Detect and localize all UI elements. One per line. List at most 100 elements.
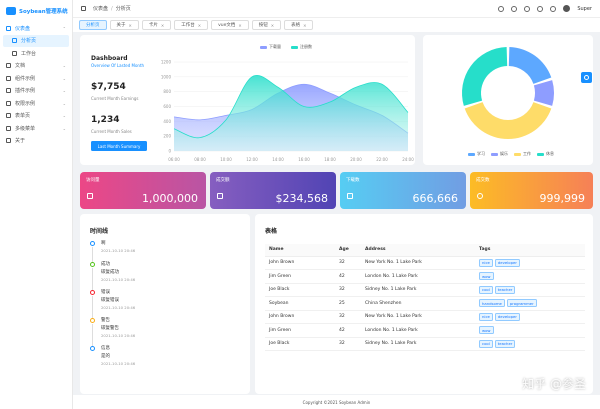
stat-value: $234,568	[275, 192, 329, 205]
close-icon[interactable]: ✕	[303, 22, 307, 28]
legend-item-study[interactable]: 学习	[468, 151, 485, 157]
legend-swatch	[291, 45, 298, 49]
x-tick-label: 08:00	[194, 157, 206, 162]
tab-card[interactable]: 卡片 ✕	[141, 20, 172, 30]
table-row[interactable]: Joe Black 32 Sidney No. 1 Lake Park cool tea…	[265, 337, 585, 351]
github-icon[interactable]	[511, 5, 518, 12]
legend-label: 工作	[523, 151, 531, 156]
tab-button[interactable]: 按钮 ✕	[251, 20, 282, 30]
dashboard-title: Dashboard	[91, 55, 128, 62]
close-icon[interactable]: ✕	[197, 22, 202, 28]
settings-icon[interactable]	[537, 5, 544, 12]
legend-item-work[interactable]: 工作	[514, 151, 531, 157]
table-row[interactable]: Joe Black 32 Sidney No. 1 Lake Park cool tea…	[265, 283, 585, 297]
avatar[interactable]	[563, 5, 571, 12]
breadcrumb-item[interactable]: 分析页	[115, 6, 131, 12]
sidebar-item-form[interactable]: 表单页 ⌄	[0, 110, 72, 123]
breadcrumb: 仪表盘 / 分析页	[81, 5, 131, 12]
tab-vue-doc[interactable]: vue文档 ✕	[211, 20, 249, 30]
app-logo[interactable]: Soybean管理系统	[0, 0, 72, 22]
search-icon[interactable]	[498, 5, 505, 12]
tag-badge: wow	[479, 326, 494, 335]
y-tick-label: 0	[168, 149, 171, 154]
tab-analysis[interactable]: 分析页	[79, 20, 107, 30]
analysis-icon	[12, 38, 17, 44]
theme-settings-button[interactable]	[581, 72, 592, 83]
legend-item-entertainment[interactable]: 娱乐	[491, 151, 508, 157]
table-cell-address: Sidney No. 1 Lake Park	[361, 337, 475, 351]
dashboard-subtitle: Overview Of Lasted Month	[91, 63, 145, 68]
chart-icon	[87, 193, 93, 199]
tab-about[interactable]: 关于 ✕	[109, 20, 139, 30]
sidebar-item-doc[interactable]: 文档 ⌄	[0, 60, 72, 73]
legend-item-rest[interactable]: 休息	[537, 151, 554, 157]
sidebar-item-component[interactable]: 组件示例 ⌄	[0, 72, 72, 85]
last-month-summary-button[interactable]: Last Month Summary	[91, 141, 147, 151]
legend-swatch	[491, 152, 498, 156]
column-header[interactable]: Name	[265, 244, 335, 257]
table-card: 表格 Name Age Address Tags John Brown 32 New…	[255, 214, 593, 394]
legend-item-registrations[interactable]: 注册数	[291, 44, 312, 50]
table-cell-age: 42	[335, 269, 361, 284]
chevron-down-icon: ⌄	[62, 113, 66, 119]
tag-badge: teacher	[494, 339, 516, 348]
username[interactable]: Super	[577, 5, 592, 12]
timeline-time: 2021-10-10 20:46	[101, 277, 136, 282]
tab-label: 分析页	[86, 23, 100, 28]
timeline-dot	[90, 346, 95, 351]
close-icon[interactable]: ✕	[128, 22, 132, 28]
sidebar-item-workbench[interactable]: 工作台	[0, 47, 72, 60]
sidebar-item-auth[interactable]: 权限示例 ⌄	[0, 97, 72, 110]
sidebar-item-about[interactable]: 关于	[0, 135, 72, 148]
timeline-subtext: 碳复警告	[101, 326, 119, 331]
table-cell-tags: nice developer	[475, 310, 585, 324]
column-header[interactable]: Address	[361, 244, 475, 257]
table-title: 表格	[265, 228, 278, 235]
sidebar-item-multi-menu[interactable]: 多级菜单 ⌄	[0, 122, 72, 135]
chevron-down-icon: ⌄	[62, 75, 66, 81]
sidebar-item-analysis[interactable]: 分析页	[3, 34, 69, 47]
column-header[interactable]: Tags	[475, 244, 585, 257]
theme-sun-icon[interactable]	[550, 5, 557, 12]
x-tick-label: 24:00	[402, 157, 414, 162]
tab-bar: 分析页 关于 ✕ 卡片 ✕ 工作台 ✕ vue文档 ✕ 按钮 ✕ 表格 ✕	[73, 17, 600, 32]
tab-label: 工作台	[181, 23, 195, 28]
about-icon	[6, 138, 11, 144]
data-table: Name Age Address Tags John Brown 32 New Yo…	[265, 244, 585, 351]
document-icon	[347, 193, 353, 199]
menu-fold-icon[interactable]	[81, 6, 86, 11]
fullscreen-icon[interactable]	[524, 5, 531, 12]
table-row[interactable]: John Brown 32 New York No. 1 Lake Park nice…	[265, 256, 585, 270]
timeline-time: 2021-10-10 20:46	[101, 305, 136, 310]
table-cell-name: Joe Black	[265, 283, 335, 297]
legend-item-downloads[interactable]: 下载量	[260, 44, 281, 50]
tab-label: vue文档	[218, 23, 236, 28]
close-icon[interactable]: ✕	[238, 22, 242, 28]
sidebar-item-dashboard[interactable]: 仪表盘 ⌃	[0, 22, 72, 35]
sidebar-item-plugin[interactable]: 插件示例 ⌄	[0, 85, 72, 98]
legend-label: 下载量	[269, 44, 281, 49]
table-cell-age: 42	[335, 323, 361, 338]
column-header[interactable]: Age	[335, 244, 361, 257]
y-tick-label: 800	[163, 89, 171, 94]
tag-badge: teacher	[494, 285, 516, 294]
timeline-line	[92, 324, 93, 348]
table-body: John Brown 32 New York No. 1 Lake Park nice…	[265, 256, 585, 351]
pie-slice-2	[464, 102, 552, 139]
table-row[interactable]: Jim Green 42 London No. 1 Lake Park wow	[265, 269, 585, 284]
series-line-registrations	[173, 75, 409, 139]
table-row[interactable]: Jim Green 42 London No. 1 Lake Park wow	[265, 323, 585, 338]
close-icon[interactable]: ✕	[160, 22, 165, 28]
tab-table[interactable]: 表格 ✕	[284, 20, 314, 30]
y-tick-label: 600	[163, 104, 171, 109]
sidebar-item-label: 工作台	[21, 50, 37, 57]
timeline-text: 错误	[101, 290, 110, 295]
close-icon[interactable]: ✕	[270, 22, 275, 28]
tab-workbench[interactable]: 工作台 ✕	[174, 20, 209, 30]
earnings-label: Current Month Earnings	[91, 96, 139, 101]
table-row[interactable]: Soybean 25 China Shenzhen handsome programme…	[265, 296, 585, 311]
breadcrumb-item[interactable]: 仪表盘	[93, 6, 109, 12]
table-row[interactable]: John Brown 32 New York No. 1 Lake Park nice…	[265, 310, 585, 324]
tag-badge: wow	[479, 272, 494, 281]
donut-chart	[462, 47, 554, 139]
